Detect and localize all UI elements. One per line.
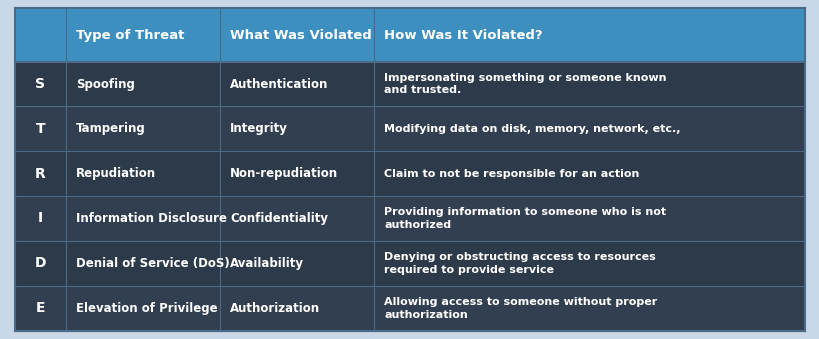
Text: Tampering: Tampering <box>76 122 146 135</box>
Bar <box>15 151 804 196</box>
Text: I: I <box>38 212 43 225</box>
Text: R: R <box>35 167 46 181</box>
Bar <box>15 106 804 151</box>
Text: Integrity: Integrity <box>230 122 287 135</box>
Text: E: E <box>36 301 45 315</box>
Bar <box>15 8 804 62</box>
Text: Confidentiality: Confidentiality <box>230 212 328 225</box>
Text: Modifying data on disk, memory, network, etc.,: Modifying data on disk, memory, network,… <box>384 124 680 134</box>
Text: Elevation of Privilege: Elevation of Privilege <box>76 302 217 315</box>
Bar <box>15 196 804 241</box>
Text: T: T <box>35 122 45 136</box>
Text: Impersonating something or someone known
and trusted.: Impersonating something or someone known… <box>384 73 666 95</box>
Text: Repudiation: Repudiation <box>76 167 156 180</box>
Text: Type of Threat: Type of Threat <box>76 28 184 42</box>
Text: Authorization: Authorization <box>230 302 320 315</box>
Text: Authentication: Authentication <box>230 78 328 91</box>
Bar <box>15 286 804 331</box>
Text: Information Disclosure: Information Disclosure <box>76 212 227 225</box>
Text: What Was Violated: What Was Violated <box>230 28 372 42</box>
Bar <box>15 241 804 286</box>
Bar <box>15 62 804 106</box>
Text: Claim to not be responsible for an action: Claim to not be responsible for an actio… <box>384 169 639 179</box>
Text: Allowing access to someone without proper
authorization: Allowing access to someone without prope… <box>384 297 657 320</box>
Text: D: D <box>34 256 46 270</box>
Text: S: S <box>35 77 45 91</box>
Text: Denial of Service (DoS): Denial of Service (DoS) <box>76 257 229 270</box>
Text: Providing information to someone who is not
authorized: Providing information to someone who is … <box>384 207 666 230</box>
Text: Availability: Availability <box>230 257 304 270</box>
Text: Non-repudiation: Non-repudiation <box>230 167 337 180</box>
Text: Denying or obstructing access to resources
required to provide service: Denying or obstructing access to resourc… <box>384 252 655 275</box>
Text: How Was It Violated?: How Was It Violated? <box>384 28 542 42</box>
Text: Spoofing: Spoofing <box>76 78 134 91</box>
